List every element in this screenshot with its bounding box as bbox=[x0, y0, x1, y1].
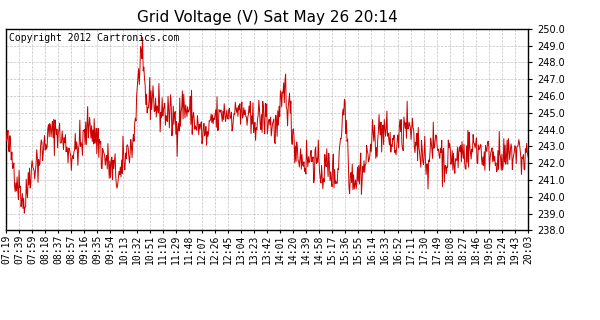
Title: Grid Voltage (V) Sat May 26 20:14: Grid Voltage (V) Sat May 26 20:14 bbox=[137, 10, 397, 25]
Text: Copyright 2012 Cartronics.com: Copyright 2012 Cartronics.com bbox=[8, 33, 179, 43]
